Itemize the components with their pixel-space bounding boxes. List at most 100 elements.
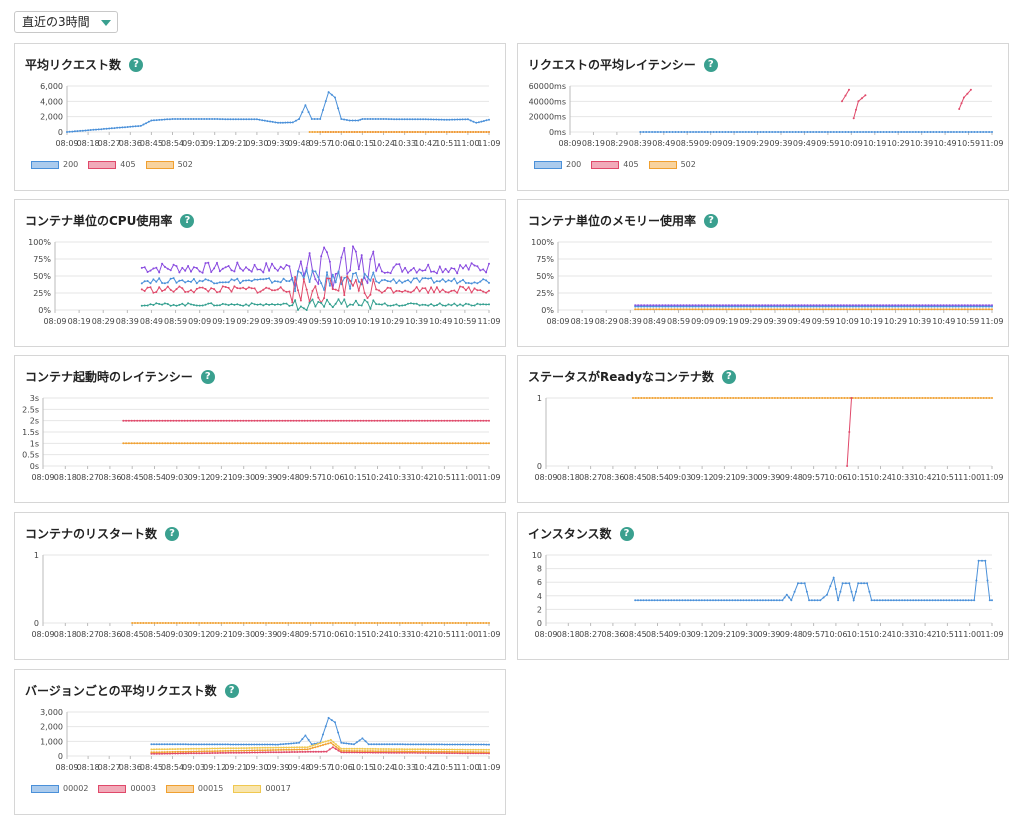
legend-swatch bbox=[145, 160, 174, 169]
data-point bbox=[375, 288, 378, 291]
help-icon[interactable]: ? bbox=[721, 369, 736, 384]
legend-item[interactable]: 00003 bbox=[98, 784, 156, 793]
data-point bbox=[813, 599, 816, 602]
data-point bbox=[216, 291, 218, 294]
data-point bbox=[309, 622, 312, 624]
data-point bbox=[472, 748, 475, 751]
legend-item[interactable]: 502 bbox=[145, 160, 193, 169]
data-point bbox=[304, 622, 306, 624]
data-point bbox=[415, 302, 418, 305]
data-point bbox=[302, 278, 305, 281]
data-point bbox=[839, 304, 842, 307]
data-point bbox=[319, 131, 322, 133]
data-point bbox=[337, 747, 340, 750]
data-point bbox=[966, 308, 969, 311]
data-point bbox=[366, 281, 369, 284]
data-point bbox=[432, 419, 435, 422]
data-point bbox=[155, 280, 158, 283]
data-point bbox=[266, 749, 269, 752]
data-point bbox=[372, 278, 375, 281]
data-point bbox=[815, 308, 818, 311]
data-point bbox=[321, 131, 324, 133]
data-point bbox=[870, 131, 873, 133]
data-point bbox=[846, 397, 849, 399]
data-point bbox=[322, 741, 324, 744]
data-point bbox=[433, 291, 435, 294]
data-point bbox=[356, 747, 359, 750]
data-point bbox=[691, 304, 694, 307]
help-icon[interactable]: ? bbox=[200, 369, 215, 384]
data-point bbox=[317, 282, 320, 285]
help-icon[interactable]: ? bbox=[619, 526, 634, 541]
data-point bbox=[752, 304, 755, 307]
data-point bbox=[864, 308, 866, 311]
help-icon[interactable]: ? bbox=[704, 213, 719, 228]
data-point bbox=[963, 305, 966, 308]
cpu-usage-panel: コンテナ単位のCPU使用率? 100% 75% 50% 25% 0% 08:09 08:19 0… bbox=[14, 199, 506, 347]
data-point bbox=[242, 118, 245, 121]
data-point bbox=[169, 277, 172, 280]
data-point bbox=[301, 750, 304, 753]
data-point bbox=[317, 276, 320, 279]
data-point bbox=[236, 419, 239, 422]
time-range-select[interactable]: 直近の3時間 bbox=[14, 11, 118, 33]
x-tick-label: 10:06 bbox=[824, 473, 847, 482]
data-point bbox=[852, 117, 855, 120]
data-point bbox=[448, 131, 451, 133]
legend-item[interactable]: 00002 bbox=[31, 784, 88, 793]
x-tick-label: 11:09 bbox=[980, 473, 1003, 482]
data-point bbox=[330, 93, 333, 96]
legend-item[interactable]: 200 bbox=[31, 160, 78, 169]
x-tick-label: 10:09 bbox=[840, 139, 863, 148]
data-point bbox=[168, 118, 171, 121]
data-point bbox=[245, 419, 248, 422]
legend-item[interactable]: 00017 bbox=[233, 784, 291, 793]
help-icon[interactable]: ? bbox=[180, 213, 195, 228]
data-point bbox=[271, 120, 274, 123]
data-point bbox=[369, 747, 372, 750]
data-point bbox=[66, 131, 68, 133]
data-point bbox=[961, 131, 964, 133]
data-point bbox=[186, 419, 189, 422]
data-point bbox=[978, 304, 981, 307]
help-icon[interactable]: ? bbox=[165, 526, 180, 541]
data-point bbox=[279, 121, 282, 124]
legend-item[interactable]: 200 bbox=[534, 160, 581, 169]
data-point bbox=[356, 131, 359, 133]
data-point bbox=[230, 290, 233, 293]
help-icon[interactable]: ? bbox=[703, 57, 718, 72]
legend-item[interactable]: 405 bbox=[591, 160, 639, 169]
data-point bbox=[721, 308, 724, 311]
data-point bbox=[268, 287, 271, 290]
data-point bbox=[845, 308, 848, 311]
data-point bbox=[200, 750, 203, 753]
data-point bbox=[985, 397, 988, 399]
data-point bbox=[179, 118, 182, 120]
chevron-down-icon[interactable] bbox=[101, 20, 111, 26]
data-point bbox=[161, 262, 164, 265]
data-point bbox=[324, 743, 327, 746]
data-point bbox=[634, 305, 637, 308]
data-point bbox=[175, 281, 178, 284]
x-tick-label: 08:09 bbox=[55, 139, 78, 148]
data-point bbox=[262, 271, 265, 274]
legend-item[interactable]: 405 bbox=[88, 160, 136, 169]
x-tick-label: 09:49 bbox=[788, 317, 811, 326]
legend-item[interactable]: 00015 bbox=[165, 784, 223, 793]
help-icon[interactable]: ? bbox=[224, 683, 239, 698]
help-icon[interactable]: ? bbox=[129, 57, 144, 72]
data-point bbox=[861, 305, 863, 308]
data-point bbox=[152, 291, 155, 294]
data-point bbox=[220, 622, 223, 624]
data-point bbox=[323, 288, 326, 291]
x-tick-label: 09:48 bbox=[780, 630, 803, 639]
data-point bbox=[488, 743, 490, 746]
legend-item[interactable]: 502 bbox=[648, 160, 696, 169]
data-point bbox=[906, 131, 908, 133]
data-point bbox=[71, 130, 74, 133]
data-point bbox=[358, 739, 361, 742]
data-point bbox=[262, 304, 265, 307]
data-point bbox=[340, 283, 343, 286]
data-point bbox=[850, 131, 853, 133]
data-point bbox=[171, 752, 174, 755]
